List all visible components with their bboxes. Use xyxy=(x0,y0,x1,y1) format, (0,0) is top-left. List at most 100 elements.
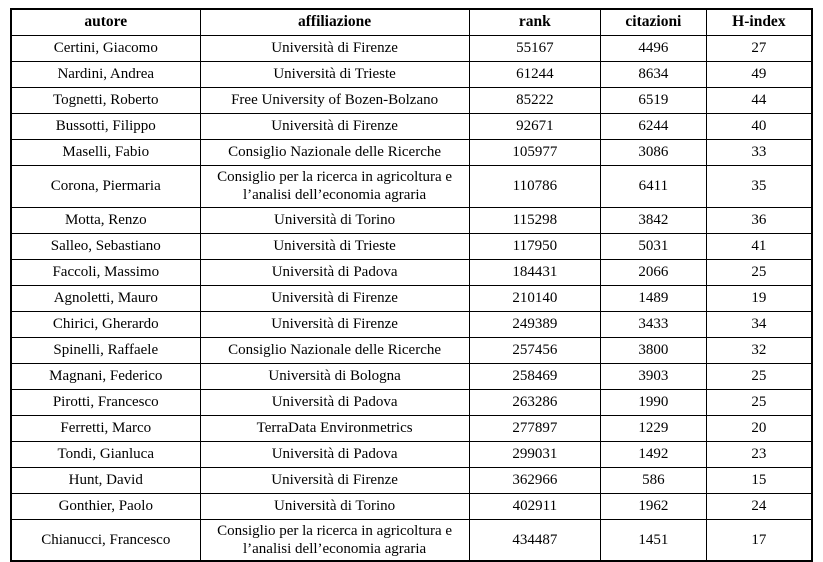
cell-autore: Spinelli, Raffaele xyxy=(10,336,201,364)
cell-citazioni: 586 xyxy=(600,466,707,494)
cell-autore: Pirotti, Francesco xyxy=(10,388,201,416)
table-row: Corona, Piermaria Consiglio per la ricer… xyxy=(10,165,813,208)
cell-h-index: 34 xyxy=(705,310,813,338)
cell-affiliazione: Università di Trieste xyxy=(199,61,470,88)
table-row: Salleo, Sebastiano Università di Trieste… xyxy=(10,232,813,260)
cell-autore: Hunt, David xyxy=(10,466,201,494)
table-header-row: autore affiliazione rank citazioni H-ind… xyxy=(10,8,813,36)
column-header-h-index: H-index xyxy=(705,8,813,36)
cell-rank: 184431 xyxy=(468,258,602,286)
cell-h-index: 25 xyxy=(705,388,813,416)
cell-citazioni: 1990 xyxy=(600,388,707,416)
cell-citazioni: 4496 xyxy=(600,35,707,62)
cell-affiliazione: Università di Torino xyxy=(199,206,470,234)
cell-h-index: 19 xyxy=(705,284,813,312)
cell-affiliazione: Consiglio per la ricerca in agricoltura … xyxy=(199,165,470,208)
cell-rank: 263286 xyxy=(468,388,602,416)
table-row: Certini, Giacomo Università di Firenze 5… xyxy=(10,35,813,62)
cell-rank: 402911 xyxy=(468,492,602,520)
cell-autore: Certini, Giacomo xyxy=(10,35,201,62)
cell-autore: Ferretti, Marco xyxy=(10,414,201,442)
table-header: autore affiliazione rank citazioni H-ind… xyxy=(10,8,813,36)
table-row: Chirici, Gherardo Università di Firenze … xyxy=(10,310,813,338)
cell-h-index: 40 xyxy=(705,113,813,140)
cell-autore: Tondi, Gianluca xyxy=(10,440,201,468)
cell-citazioni: 1492 xyxy=(600,440,707,468)
column-header-autore: autore xyxy=(10,8,201,36)
table-row: Spinelli, Raffaele Consiglio Nazionale d… xyxy=(10,336,813,364)
cell-citazioni: 6411 xyxy=(600,165,707,208)
column-header-rank: rank xyxy=(468,8,602,36)
cell-autore: Chianucci, Francesco xyxy=(10,518,201,562)
cell-autore: Maselli, Fabio xyxy=(10,139,201,166)
cell-citazioni: 5031 xyxy=(600,232,707,260)
cell-rank: 257456 xyxy=(468,336,602,364)
cell-autore: Motta, Renzo xyxy=(10,206,201,234)
column-header-affiliazione: affiliazione xyxy=(199,8,470,36)
cell-rank: 277897 xyxy=(468,414,602,442)
cell-affiliazione: Università di Trieste xyxy=(199,232,470,260)
cell-h-index: 25 xyxy=(705,362,813,390)
table-row: Agnoletti, Mauro Università di Firenze 2… xyxy=(10,284,813,312)
cell-h-index: 20 xyxy=(705,414,813,442)
cell-affiliazione: Consiglio per la ricerca in agricoltura … xyxy=(199,518,470,562)
table-row: Tondi, Gianluca Università di Padova 299… xyxy=(10,440,813,468)
cell-h-index: 44 xyxy=(705,87,813,114)
cell-h-index: 35 xyxy=(705,165,813,208)
cell-affiliazione: Università di Firenze xyxy=(199,284,470,312)
cell-autore: Salleo, Sebastiano xyxy=(10,232,201,260)
cell-affiliazione: Università di Bologna xyxy=(199,362,470,390)
cell-citazioni: 3903 xyxy=(600,362,707,390)
table-body: Certini, Giacomo Università di Firenze 5… xyxy=(10,35,813,562)
cell-rank: 115298 xyxy=(468,206,602,234)
cell-rank: 249389 xyxy=(468,310,602,338)
table-row: Nardini, Andrea Università di Trieste 61… xyxy=(10,61,813,88)
cell-h-index: 32 xyxy=(705,336,813,364)
cell-affiliazione: TerraData Environmetrics xyxy=(199,414,470,442)
cell-rank: 299031 xyxy=(468,440,602,468)
cell-h-index: 27 xyxy=(705,35,813,62)
table-row: Chianucci, Francesco Consiglio per la ri… xyxy=(10,518,813,562)
cell-citazioni: 6519 xyxy=(600,87,707,114)
table-row: Bussotti, Filippo Università di Firenze … xyxy=(10,113,813,140)
cell-rank: 362966 xyxy=(468,466,602,494)
cell-citazioni: 1962 xyxy=(600,492,707,520)
cell-autore: Tognetti, Roberto xyxy=(10,87,201,114)
cell-citazioni: 3800 xyxy=(600,336,707,364)
cell-affiliazione: Free University of Bozen-Bolzano xyxy=(199,87,470,114)
column-header-citazioni: citazioni xyxy=(600,8,707,36)
cell-affiliazione: Università di Firenze xyxy=(199,35,470,62)
cell-affiliazione: Consiglio Nazionale delle Ricerche xyxy=(199,139,470,166)
cell-citazioni: 3086 xyxy=(600,139,707,166)
cell-citazioni: 2066 xyxy=(600,258,707,286)
cell-h-index: 24 xyxy=(705,492,813,520)
cell-h-index: 17 xyxy=(705,518,813,562)
table-row: Tognetti, Roberto Free University of Boz… xyxy=(10,87,813,114)
table-row: Gonthier, Paolo Università di Torino 402… xyxy=(10,492,813,520)
cell-h-index: 23 xyxy=(705,440,813,468)
cell-citazioni: 3433 xyxy=(600,310,707,338)
cell-autore: Corona, Piermaria xyxy=(10,165,201,208)
cell-rank: 258469 xyxy=(468,362,602,390)
table-row: Hunt, David Università di Firenze 362966… xyxy=(10,466,813,494)
cell-rank: 85222 xyxy=(468,87,602,114)
cell-rank: 210140 xyxy=(468,284,602,312)
cell-autore: Magnani, Federico xyxy=(10,362,201,390)
cell-affiliazione: Università di Firenze xyxy=(199,113,470,140)
cell-citazioni: 1451 xyxy=(600,518,707,562)
table-row: Motta, Renzo Università di Torino 115298… xyxy=(10,206,813,234)
cell-autore: Chirici, Gherardo xyxy=(10,310,201,338)
cell-affiliazione: Università di Firenze xyxy=(199,310,470,338)
cell-citazioni: 3842 xyxy=(600,206,707,234)
cell-rank: 92671 xyxy=(468,113,602,140)
cell-h-index: 41 xyxy=(705,232,813,260)
cell-affiliazione: Università di Padova xyxy=(199,440,470,468)
cell-rank: 110786 xyxy=(468,165,602,208)
cell-rank: 61244 xyxy=(468,61,602,88)
table-row: Pirotti, Francesco Università di Padova … xyxy=(10,388,813,416)
cell-citazioni: 6244 xyxy=(600,113,707,140)
cell-autore: Nardini, Andrea xyxy=(10,61,201,88)
cell-citazioni: 1489 xyxy=(600,284,707,312)
page: autore affiliazione rank citazioni H-ind… xyxy=(10,8,813,562)
cell-affiliazione: Università di Padova xyxy=(199,388,470,416)
